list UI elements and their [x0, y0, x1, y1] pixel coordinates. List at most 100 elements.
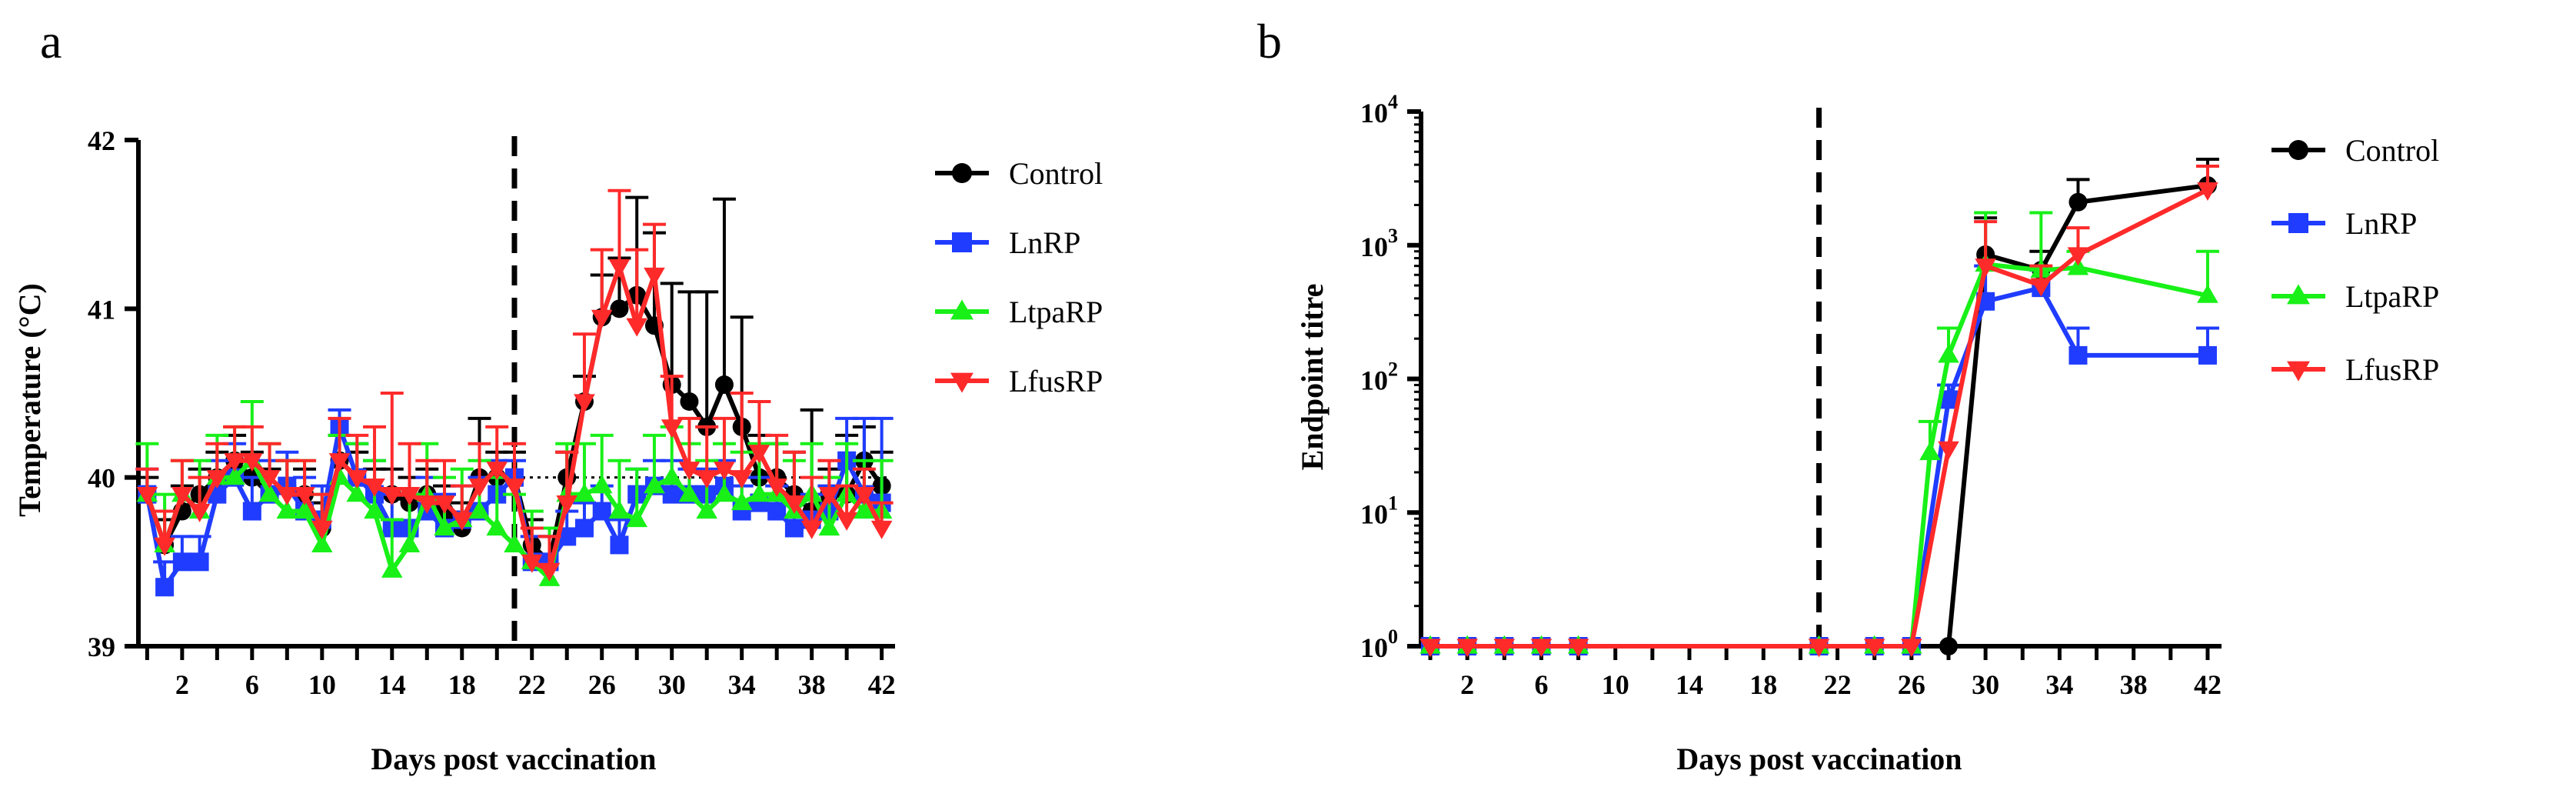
data-point	[224, 453, 245, 472]
data-point	[574, 519, 594, 538]
legend-label: Control	[1009, 156, 1103, 191]
panel-a-xtick-label: 34	[728, 669, 756, 700]
data-point	[276, 500, 298, 519]
data-point	[2198, 345, 2217, 365]
data-point	[398, 487, 421, 505]
data-point	[2068, 192, 2088, 212]
data-point	[155, 578, 175, 597]
data-point	[468, 500, 491, 519]
legend-marker	[2287, 284, 2310, 305]
legend-label: LtpaRP	[1009, 295, 1103, 329]
panel-b-xtick-label: 30	[1972, 669, 1999, 700]
data-point	[538, 562, 561, 582]
data-point	[574, 394, 595, 413]
data-point	[1919, 442, 1941, 461]
panel-a-ytick-label: 40	[88, 463, 115, 494]
legend-marker	[950, 299, 973, 320]
data-point	[381, 487, 403, 505]
legend-marker	[2288, 213, 2308, 233]
panel-b-xlabel: Days post vaccination	[1676, 742, 1962, 776]
panel-b-ylabel: Endpoint titre	[1295, 284, 1330, 471]
data-point	[294, 487, 315, 505]
data-point	[346, 483, 368, 502]
data-point	[258, 470, 281, 489]
panel-b-letter: b	[1257, 14, 1282, 68]
panel-a-xtick-label: 38	[798, 669, 826, 700]
data-point	[644, 475, 665, 494]
data-point	[451, 512, 473, 531]
panel-a-legend-item: LnRP	[935, 225, 1080, 260]
data-point	[1456, 639, 1478, 658]
legend-marker	[2288, 140, 2308, 160]
panel-b-chart: Endpoint titre Days post vaccination 100…	[1295, 91, 2439, 776]
panel-a-chart: Temperature (°C) Days post vaccination 3…	[12, 125, 1103, 776]
data-point	[294, 500, 315, 519]
panel-a-legend-item: LtpaRP	[935, 295, 1103, 329]
panel-a-legend-item: LfusRP	[935, 364, 1103, 398]
data-point	[1863, 639, 1885, 658]
data-point	[1975, 258, 1996, 278]
data-point	[2197, 182, 2218, 202]
panel-a-letter: a	[40, 14, 62, 68]
panel-b-xtick-label: 2	[1460, 669, 1474, 700]
data-point	[381, 559, 403, 578]
data-point	[1939, 390, 1958, 409]
data-point	[748, 483, 770, 502]
panel-b-series-lfusrp	[1419, 165, 2219, 658]
data-point	[784, 519, 804, 538]
data-point	[486, 462, 508, 481]
data-point	[154, 537, 175, 556]
data-point	[626, 509, 648, 528]
legend-marker	[950, 372, 973, 393]
data-point	[644, 267, 665, 286]
data-point	[1901, 639, 1922, 658]
data-point	[748, 445, 770, 464]
data-point	[136, 487, 158, 505]
panel-b-ytick-label: 104	[1360, 91, 1398, 128]
data-point	[1567, 639, 1589, 658]
data-point	[800, 520, 823, 539]
panel-b-legend-item: LnRP	[2271, 206, 2417, 241]
legend-marker	[2287, 361, 2310, 382]
data-point	[696, 500, 717, 519]
panel-b-ytick-label: 101	[1360, 492, 1398, 529]
data-point	[242, 502, 261, 521]
data-point	[468, 479, 491, 498]
data-point	[731, 470, 753, 489]
data-point	[206, 470, 228, 489]
data-point	[241, 453, 263, 472]
data-point	[767, 502, 787, 521]
panel-a-series-lfusrp	[135, 188, 894, 582]
panel-a-xtick-label: 22	[518, 669, 546, 700]
panel-a-xtick-label: 2	[175, 669, 189, 700]
panel-b-xtick-label: 6	[1534, 669, 1548, 700]
panel-b-xtick-label: 42	[2194, 669, 2222, 700]
panel-b-xtick-label: 26	[1898, 669, 1925, 700]
data-point	[1419, 639, 1441, 658]
data-point	[662, 485, 681, 504]
panel-a-xtick-label: 6	[245, 669, 259, 700]
data-point	[2067, 256, 2089, 275]
data-point	[592, 502, 611, 521]
panel-b-xtick-label: 22	[1824, 669, 1852, 700]
data-point	[188, 503, 211, 522]
data-point	[610, 299, 629, 318]
data-point	[190, 552, 209, 572]
data-point	[696, 470, 717, 489]
data-point	[854, 500, 875, 519]
data-point	[680, 392, 699, 411]
data-point	[172, 552, 191, 572]
data-point	[311, 534, 333, 552]
data-point	[661, 419, 683, 439]
panel-a-xtick-label: 14	[378, 669, 406, 700]
data-point	[870, 520, 893, 539]
data-point	[486, 517, 508, 536]
data-point	[1530, 639, 1553, 658]
panel-a-ytick-label: 41	[88, 294, 115, 325]
legend-label: LnRP	[2345, 206, 2417, 241]
data-point	[2197, 284, 2218, 303]
data-point	[608, 258, 631, 278]
panel-a-xtick-label: 18	[448, 669, 476, 700]
data-point	[678, 483, 701, 502]
